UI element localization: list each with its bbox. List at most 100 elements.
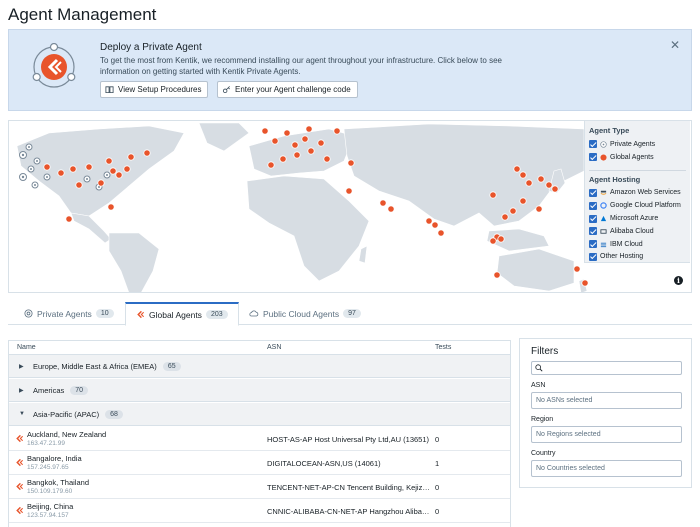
legend-global-agents[interactable]: Global Agents (589, 151, 686, 164)
alibaba-cloud-icon (600, 229, 607, 234)
agent-name[interactable]: Auckland, New Zealand (27, 430, 107, 439)
column-header-name[interactable]: Name (17, 344, 36, 351)
ibm-checkbox[interactable] (589, 240, 597, 249)
group-row-emea[interactable]: ▶ Europe, Middle East & Africa (EMEA) 65 (9, 355, 510, 378)
central-america-land (70, 212, 112, 244)
agent-hosting-heading: Agent Hosting (589, 169, 686, 184)
ibm-cloud-icon (600, 242, 607, 247)
view-setup-procedures-button[interactable]: View Setup Procedures (100, 81, 209, 98)
group-row-apac[interactable]: ▼ Asia-Pacific (APAC) 68 (9, 403, 510, 426)
tab-global-agents-label: Global Agents (149, 309, 202, 320)
kentik-agent-logo-icon (32, 43, 76, 88)
legend-ibm[interactable]: IBM Cloud (589, 238, 686, 251)
country-filter-label: Country (531, 450, 556, 457)
region-filter-label: Region (531, 416, 554, 423)
table-row[interactable]: Beijing, China 123.57.94.157 CNNIC-ALIBA… (9, 499, 510, 523)
kentik-global-agent-icon (16, 458, 24, 467)
agents-table: Name ASN Tests ▶ Europe, Middle East & A… (8, 340, 511, 527)
table-header (9, 341, 510, 355)
group-americas-label: Americas (33, 385, 65, 395)
close-icon[interactable]: ✕ (669, 38, 680, 52)
column-header-tests[interactable]: Tests (435, 344, 452, 351)
south-america-land (108, 232, 160, 292)
legend-gcp[interactable]: Google Cloud Platform (589, 199, 686, 212)
agent-tests: 1 (435, 459, 440, 468)
filters-panel: Filters ASN No ASNs selected Region No R… (519, 338, 692, 488)
private-agent-tab-icon (24, 309, 33, 318)
group-emea-count: 65 (162, 361, 181, 371)
legend-other-hosting[interactable]: Other Hosting (589, 251, 686, 264)
chevron-down-icon: ▼ (19, 411, 25, 417)
agent-tabs: Private Agents 10 Global Agents 203 Publ… (8, 302, 692, 326)
group-row-americas[interactable]: ▶ Americas 70 (9, 379, 510, 402)
legend-private-agents[interactable]: Private Agents (589, 138, 686, 151)
global-agent-markers (43, 125, 589, 287)
private-agent-marker-centers (21, 146, 108, 188)
banner-description: To get the most from Kentik, we recommen… (100, 56, 502, 76)
private-agents-label: Private Agents (610, 140, 656, 148)
azure-icon (600, 215, 607, 222)
azure-checkbox[interactable] (589, 214, 597, 223)
legend-aws[interactable]: Amazon Web Services (589, 187, 686, 200)
alibaba-checkbox[interactable] (589, 227, 597, 236)
cloud-icon (249, 310, 259, 317)
aws-icon (600, 191, 607, 196)
group-emea-label: Europe, Middle East & Africa (EMEA) (33, 361, 157, 371)
asia-land (343, 123, 585, 227)
filters-title: Filters (531, 346, 559, 357)
agent-asn: DIGITALOCEAN-ASN,US (14061) (267, 459, 381, 468)
group-apac-label: Asia-Pacific (APAC) (33, 409, 100, 419)
enter-challenge-code-button[interactable]: Enter your Agent challenge code (217, 81, 358, 98)
agent-name[interactable]: Beijing, China (27, 502, 74, 511)
private-agents-checkbox[interactable] (589, 140, 597, 149)
tab-global-agents-count: 203 (205, 310, 228, 319)
agent-tests: 0 (435, 483, 440, 492)
agent-ip: 123.57.94.157 (27, 512, 69, 519)
group-apac-count: 68 (105, 409, 123, 419)
agent-asn: HOST-AS-AP Host Universal Pty Ltd,AU (13… (267, 435, 430, 444)
google-cloud-icon (600, 202, 607, 210)
gcp-checkbox[interactable] (589, 201, 597, 210)
deploy-private-agent-banner: Deploy a Private Agent To get the most f… (8, 29, 692, 111)
agent-world-map[interactable] (8, 120, 692, 293)
key-icon (222, 86, 230, 94)
tab-private-agents-label: Private Agents (37, 308, 92, 319)
madagascar-land (358, 245, 368, 264)
world-map-svg (16, 122, 589, 292)
southeast-asia-land (486, 228, 550, 252)
asn-filter-select[interactable]: No ASNs selected (531, 392, 682, 409)
map-legend-panel: Agent Type Private Agents Global Agents … (584, 121, 690, 263)
legend-azure[interactable]: Microsoft Azure (589, 212, 686, 225)
ibm-label: IBM Cloud (610, 240, 643, 248)
agent-tests: 0 (435, 435, 440, 444)
agent-ip: 150.109.179.60 (27, 488, 73, 495)
column-header-asn[interactable]: ASN (267, 344, 282, 351)
group-americas-count: 70 (70, 385, 89, 395)
tab-public-cloud-agents[interactable]: Public Cloud Agents 97 (239, 302, 371, 325)
view-setup-procedures-label: View Setup Procedures (118, 85, 202, 94)
other-hosting-checkbox[interactable] (589, 252, 597, 261)
chevron-right-icon: ▶ (19, 387, 24, 394)
australia-land (496, 248, 575, 292)
tab-private-agents[interactable]: Private Agents 10 (14, 302, 124, 325)
legend-alibaba[interactable]: Alibaba Cloud (589, 225, 686, 238)
table-row[interactable]: Bangkok, Thailand 150.109.179.60 TENCENT… (9, 475, 510, 499)
aws-checkbox[interactable] (589, 188, 597, 197)
greenland-land (198, 122, 250, 152)
table-row[interactable]: Bangalore, India 157.245.97.65 DIGITALOC… (9, 451, 510, 475)
tab-global-agents[interactable]: Global Agents 203 (125, 302, 239, 326)
tab-public-cloud-agents-label: Public Cloud Agents (263, 308, 340, 319)
region-filter-select[interactable]: No Regions selected (531, 426, 682, 443)
north-america-land (16, 125, 185, 217)
agent-name[interactable]: Bangkok, Thailand (27, 478, 89, 487)
filters-search-input[interactable] (531, 361, 682, 375)
country-filter-select[interactable]: No Countries selected (531, 460, 682, 477)
table-row[interactable]: Auckland, New Zealand 163.47.21.99 HOST-… (9, 427, 510, 451)
agent-name[interactable]: Bangalore, India (27, 454, 82, 463)
aws-label: Amazon Web Services (610, 189, 681, 197)
gcp-label: Google Cloud Platform (610, 202, 681, 210)
global-agents-checkbox[interactable] (589, 153, 597, 162)
info-icon[interactable]: i (674, 276, 683, 285)
agent-ip: 163.47.21.99 (27, 440, 65, 447)
banner-title: Deploy a Private Agent (100, 42, 202, 53)
